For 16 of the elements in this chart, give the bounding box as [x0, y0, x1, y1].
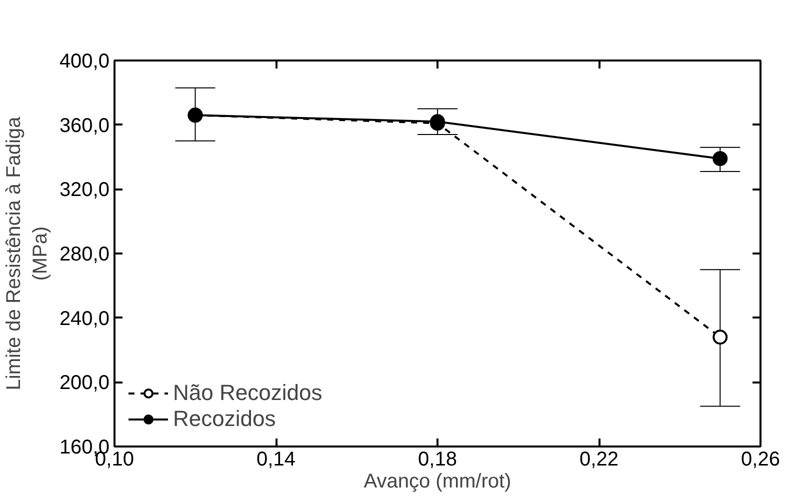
x-tick-label: 0,26: [741, 448, 780, 470]
y-tick-label: 400,0: [59, 50, 110, 72]
legend-label: Recozidos: [173, 406, 276, 432]
point: [712, 330, 728, 345]
x-tick-label: 0,18: [418, 448, 457, 470]
point: [712, 151, 728, 166]
y-tick-label: 360,0: [59, 114, 110, 137]
y-tick-label: 280,0: [59, 244, 110, 266]
y-tick-label: 200,0: [59, 372, 110, 394]
y-tick-label: 320,0: [59, 179, 110, 202]
x-tick-label: 0,22: [580, 448, 618, 470]
y-tick-label: 240,0: [59, 308, 110, 330]
x-axis-title: Avanço (mm/rot): [364, 470, 512, 492]
x-tick-label: 0,14: [256, 448, 296, 470]
legend-label: Não Recozidos: [173, 380, 322, 406]
y-axis-title: Limite de Resistência à Fadiga (MPa): [3, 116, 52, 390]
